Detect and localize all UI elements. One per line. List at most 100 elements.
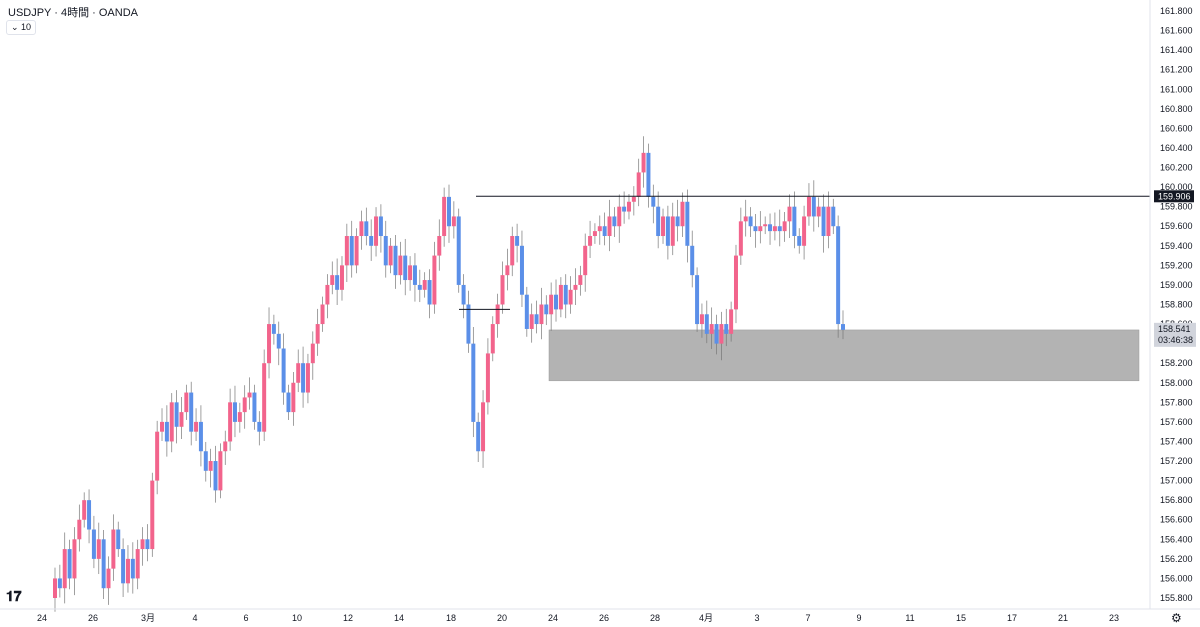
candle-up bbox=[442, 196, 447, 237]
candle-down bbox=[563, 284, 568, 305]
x-tick-label: 23 bbox=[1109, 613, 1119, 623]
candle-up bbox=[636, 172, 641, 197]
candle-down bbox=[383, 236, 388, 266]
candle-down bbox=[130, 558, 135, 579]
candle-down bbox=[554, 294, 559, 310]
countdown-label: 03:46:38 bbox=[1158, 335, 1193, 345]
y-tick-label: 159.600 bbox=[1160, 221, 1193, 231]
candle-up bbox=[490, 324, 495, 354]
x-tick-label: 14 bbox=[394, 613, 404, 623]
candle-down bbox=[276, 333, 281, 349]
y-tick-label: 157.800 bbox=[1160, 397, 1193, 407]
y-tick-label: 160.600 bbox=[1160, 123, 1193, 133]
last-price-label: 158.541 bbox=[1158, 324, 1191, 334]
gear-icon[interactable]: ⚙ bbox=[1171, 611, 1182, 625]
candle-up bbox=[583, 245, 588, 276]
candle-down bbox=[665, 216, 670, 246]
x-tick-label: 24 bbox=[37, 613, 47, 623]
candle-down bbox=[836, 226, 841, 325]
candle-down bbox=[301, 363, 306, 393]
y-tick-label: 159.400 bbox=[1160, 241, 1193, 251]
candle-down bbox=[393, 245, 398, 276]
y-tick-label: 160.400 bbox=[1160, 143, 1193, 153]
candle-up bbox=[787, 206, 792, 222]
candle-down bbox=[612, 216, 617, 227]
candle-up bbox=[617, 206, 622, 227]
x-tick-label: 11 bbox=[905, 613, 914, 623]
x-tick-label: 20 bbox=[497, 613, 507, 623]
y-tick-label: 161.000 bbox=[1160, 84, 1193, 94]
candle-down bbox=[252, 392, 257, 422]
candle-up bbox=[626, 201, 631, 212]
indicator-value-badge[interactable]: ⌄ 10 bbox=[6, 20, 37, 35]
candle-up bbox=[296, 363, 301, 383]
x-tick-label: 18 bbox=[446, 613, 456, 623]
x-tick-label: 9 bbox=[856, 613, 861, 623]
candle-down bbox=[198, 421, 203, 452]
candle-up bbox=[354, 236, 359, 266]
y-tick-label: 159.800 bbox=[1160, 202, 1193, 212]
candle-down bbox=[364, 221, 369, 237]
candle-up bbox=[179, 412, 184, 427]
candle-down bbox=[524, 294, 529, 329]
candle-up bbox=[106, 568, 111, 589]
candle-up bbox=[539, 304, 544, 325]
symbol-title[interactable]: USDJPY · 4時間 · OANDA bbox=[8, 7, 138, 19]
candle-up bbox=[719, 324, 724, 344]
candle-up bbox=[437, 236, 442, 256]
y-tick-label: 159.200 bbox=[1160, 260, 1193, 270]
candle-up bbox=[72, 539, 77, 579]
candle-up bbox=[485, 353, 490, 403]
candle-up bbox=[709, 324, 714, 334]
candle-down bbox=[213, 461, 218, 491]
candle-up bbox=[62, 549, 67, 589]
candle-up bbox=[184, 392, 189, 413]
candle-up bbox=[310, 343, 315, 364]
candle-down bbox=[403, 255, 408, 281]
candle-up bbox=[408, 265, 413, 281]
x-tick-label: 6 bbox=[243, 613, 248, 623]
candle-down bbox=[189, 392, 194, 432]
candle-down bbox=[841, 324, 845, 330]
current-price-badge bbox=[1154, 190, 1194, 203]
candle-down bbox=[87, 500, 92, 530]
y-tick-label: 156.200 bbox=[1160, 554, 1193, 564]
candle-down bbox=[427, 280, 432, 305]
x-tick-label: 3月 bbox=[141, 613, 155, 623]
candle-up bbox=[806, 196, 811, 217]
candle-down bbox=[447, 196, 451, 227]
candle-down bbox=[101, 539, 106, 589]
candle-down bbox=[461, 284, 466, 305]
last-price-badge bbox=[1154, 322, 1196, 347]
candle-down bbox=[91, 529, 96, 559]
x-tick-label: 10 bbox=[292, 613, 302, 623]
y-tick-label: 158.800 bbox=[1160, 299, 1193, 309]
candle-up bbox=[680, 201, 685, 227]
candle-up bbox=[597, 226, 602, 232]
x-tick-label: 17 bbox=[1007, 613, 1017, 623]
x-tick-label: 26 bbox=[599, 613, 609, 623]
y-tick-label: 157.200 bbox=[1160, 456, 1193, 466]
y-tick-label: 161.800 bbox=[1160, 6, 1193, 16]
y-tick-label: 155.800 bbox=[1160, 593, 1193, 603]
candle-up bbox=[194, 421, 199, 432]
candle-up bbox=[77, 519, 82, 540]
y-tick-label: 156.600 bbox=[1160, 515, 1193, 525]
candle-up bbox=[763, 224, 768, 227]
y-tick-label: 156.400 bbox=[1160, 534, 1193, 544]
candle-up bbox=[826, 206, 831, 237]
candle-down bbox=[651, 196, 656, 207]
candle-down bbox=[768, 224, 773, 232]
candle-up bbox=[422, 280, 427, 290]
candle-down bbox=[704, 314, 709, 334]
candle-up bbox=[291, 382, 296, 413]
y-tick-label: 161.200 bbox=[1160, 65, 1193, 75]
y-tick-label: 158.000 bbox=[1160, 378, 1193, 388]
candle-up bbox=[262, 363, 267, 432]
candle-down bbox=[811, 196, 816, 217]
candle-up bbox=[150, 480, 155, 550]
candle-up bbox=[782, 221, 787, 232]
candle-up bbox=[398, 255, 403, 276]
candle-up bbox=[96, 539, 101, 559]
